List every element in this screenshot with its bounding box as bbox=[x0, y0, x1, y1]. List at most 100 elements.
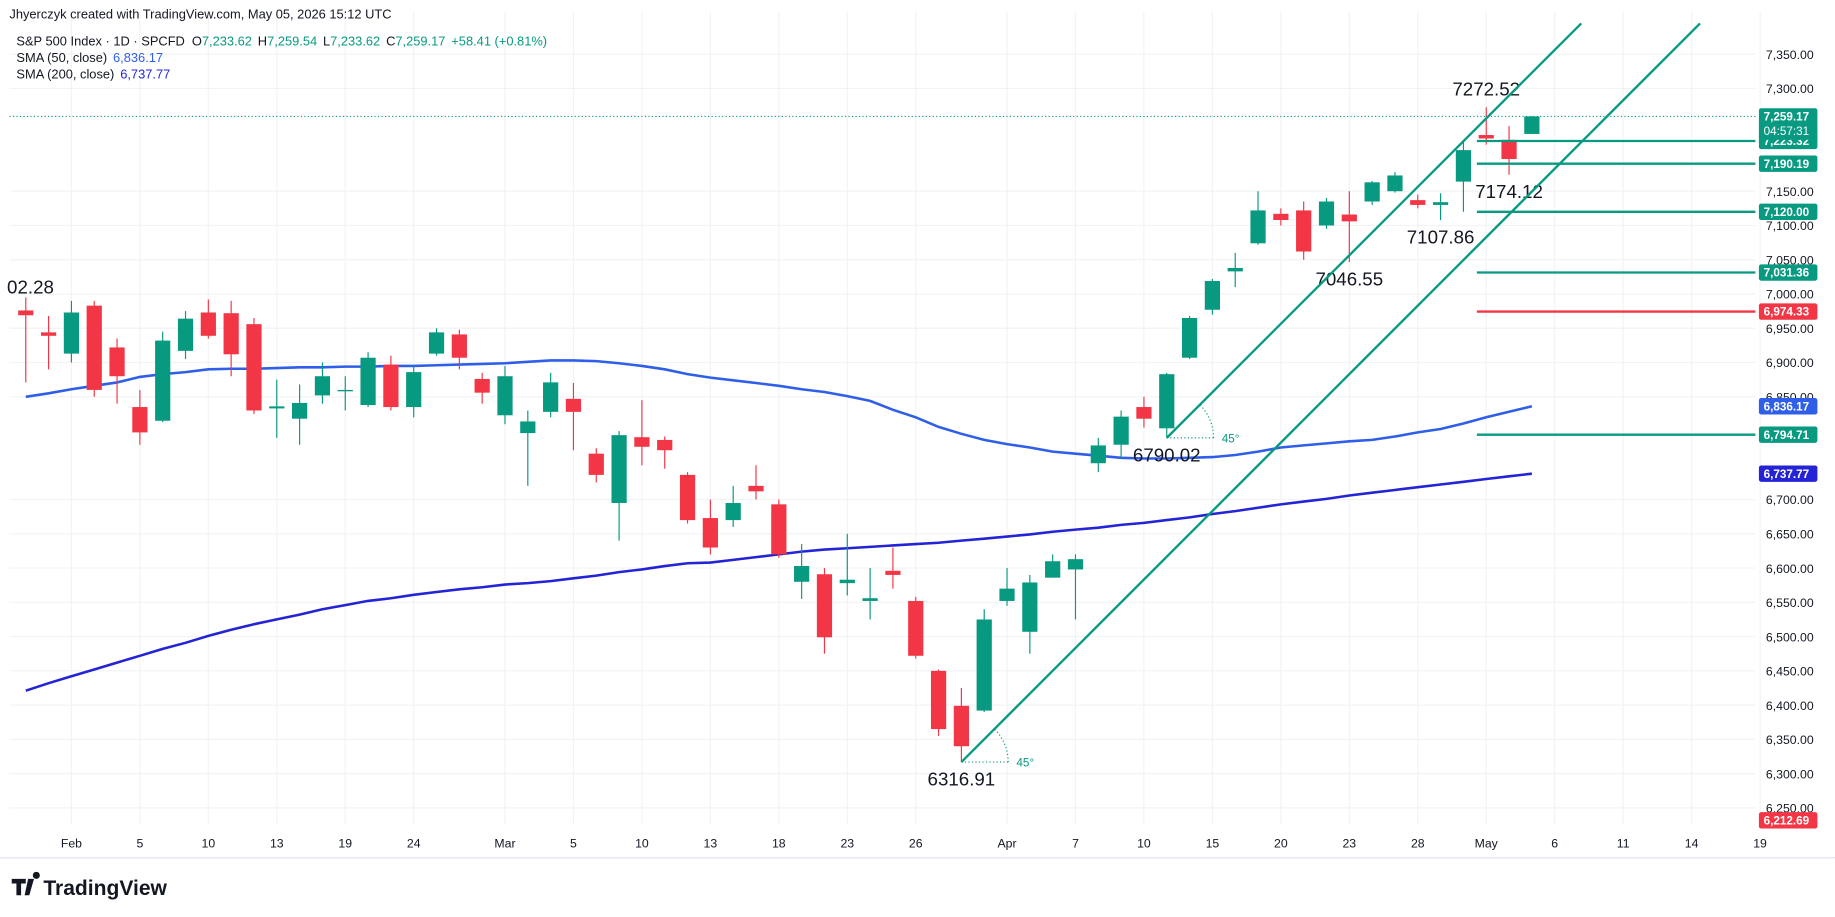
candle-body bbox=[748, 485, 764, 492]
candle-body bbox=[177, 318, 194, 351]
price-tag-box bbox=[1758, 426, 1818, 443]
candle-body bbox=[269, 406, 285, 409]
price-tag-label: 7,120.00 bbox=[1764, 206, 1810, 219]
candle-body bbox=[1410, 200, 1426, 205]
angle-arc bbox=[994, 728, 1009, 763]
angle-label: 45° bbox=[1016, 757, 1034, 770]
candle-body bbox=[1022, 582, 1038, 632]
candle-body bbox=[1387, 175, 1403, 192]
x-tick-label: 28 bbox=[1411, 836, 1425, 850]
candle-body bbox=[611, 435, 627, 503]
y-tick-label: 6,300.00 bbox=[1766, 767, 1814, 781]
price-tag: 6,794.71 bbox=[1758, 426, 1818, 443]
y-tick-label: 6,900.00 bbox=[1766, 356, 1814, 370]
candle-body bbox=[1455, 150, 1472, 182]
x-tick-label: 14 bbox=[1685, 836, 1699, 850]
candle-body bbox=[794, 566, 810, 582]
price-tag: 6,737.77 bbox=[1758, 465, 1818, 482]
price-tag-box bbox=[1758, 303, 1818, 320]
candle-body bbox=[497, 376, 513, 416]
price-label: 7272.52 bbox=[1452, 79, 1520, 100]
x-tick-label: 13 bbox=[704, 836, 718, 850]
indicator-name: SMA (50, close) bbox=[16, 50, 107, 65]
candle-body bbox=[725, 502, 741, 521]
candle-body bbox=[1432, 202, 1449, 205]
brand-logo: TradingView bbox=[11, 871, 168, 900]
price-tag-box bbox=[1758, 465, 1818, 482]
candle-body bbox=[999, 588, 1015, 601]
price-label: 7107.86 bbox=[1407, 226, 1475, 247]
price-tag-label: 7,190.19 bbox=[1764, 158, 1810, 171]
angle-label: 45° bbox=[1222, 433, 1240, 446]
candle-body bbox=[428, 332, 445, 354]
candle-body bbox=[1136, 407, 1152, 419]
y-tick-label: 7,050.00 bbox=[1766, 253, 1814, 267]
candle-body bbox=[86, 305, 102, 390]
candle-body bbox=[1318, 201, 1335, 226]
y-tick-label: 6,950.00 bbox=[1766, 322, 1814, 336]
ohlc-key: O bbox=[192, 34, 202, 49]
candle-body bbox=[360, 357, 376, 405]
ohlc-value: 7,259.54 bbox=[267, 34, 317, 49]
candle-body bbox=[976, 619, 992, 711]
x-tick-label: 10 bbox=[635, 836, 649, 850]
ohlc-value: 7,233.62 bbox=[330, 34, 380, 49]
candle-body bbox=[771, 504, 787, 555]
x-tick-label: 5 bbox=[136, 836, 143, 850]
x-tick-label: May bbox=[1475, 836, 1499, 850]
candle-body bbox=[132, 407, 148, 433]
candle-body bbox=[63, 312, 80, 354]
y-tick-label: 7,100.00 bbox=[1766, 219, 1814, 233]
clipped-price-label: 02.28 bbox=[7, 277, 54, 298]
candle-body bbox=[520, 421, 536, 434]
x-tick-label: 23 bbox=[1342, 836, 1356, 850]
trendline bbox=[960, 22, 1701, 763]
x-tick-label: Mar bbox=[494, 836, 515, 850]
candle-body bbox=[839, 579, 855, 584]
price-tag-label: 7,259.17 bbox=[1764, 111, 1809, 124]
candle-body bbox=[634, 437, 650, 447]
y-tick-label: 6,600.00 bbox=[1766, 562, 1814, 576]
candle-body bbox=[1090, 445, 1106, 464]
candle-body bbox=[474, 378, 490, 393]
y-tick-label: 7,150.00 bbox=[1766, 185, 1814, 199]
candle-body bbox=[1181, 317, 1198, 358]
x-tick-label: 19 bbox=[1753, 836, 1767, 850]
candle-body bbox=[406, 372, 422, 408]
ohlc: O7,233.62 H7,259.54 L7,233.62 C7,259.17 bbox=[192, 34, 446, 49]
x-tick-label: 15 bbox=[1206, 836, 1220, 850]
y-tick-label: 6,350.00 bbox=[1766, 733, 1814, 747]
indicator-name: SMA (200, close) bbox=[16, 66, 114, 81]
y-tick-label: 6,700.00 bbox=[1766, 493, 1814, 507]
candle-body bbox=[1296, 210, 1312, 252]
change: +58.41 (+0.81%) bbox=[451, 34, 547, 49]
price-tag: 7,120.00 bbox=[1758, 203, 1818, 220]
candle-body bbox=[1045, 561, 1061, 578]
x-tick-label: 23 bbox=[840, 836, 854, 850]
candle-body bbox=[109, 347, 125, 377]
candle-body bbox=[1067, 559, 1084, 570]
candle-body bbox=[1341, 214, 1357, 222]
indicator-value: 6,737.77 bbox=[120, 66, 170, 81]
x-tick-label: 10 bbox=[202, 836, 216, 850]
candle-body bbox=[40, 332, 57, 336]
candle-body bbox=[451, 334, 467, 358]
candle-body bbox=[930, 670, 947, 730]
ohlc-value: 7,233.62 bbox=[202, 34, 252, 49]
price-tag-label: 6,836.17 bbox=[1764, 400, 1809, 413]
price-tag: 6,836.17 bbox=[1758, 398, 1818, 415]
indicator-legend: SMA (200, close) 6,737.77 bbox=[16, 66, 170, 81]
symbol-name: S&P 500 Index · 1D · SPCFD bbox=[16, 34, 184, 49]
candle-body bbox=[1364, 182, 1380, 202]
x-tick-label: 24 bbox=[407, 836, 421, 850]
y-tick-label: 6,400.00 bbox=[1766, 699, 1814, 713]
credit: Jhyerczyk created with TradingView.com, … bbox=[9, 7, 391, 22]
candle-body bbox=[1204, 280, 1221, 310]
price-tag-box bbox=[1758, 398, 1818, 415]
countdown: 04:57:31 bbox=[1764, 125, 1809, 138]
x-tick-label: 6 bbox=[1551, 836, 1558, 850]
candle-body bbox=[953, 705, 969, 747]
candle-body bbox=[292, 402, 308, 419]
